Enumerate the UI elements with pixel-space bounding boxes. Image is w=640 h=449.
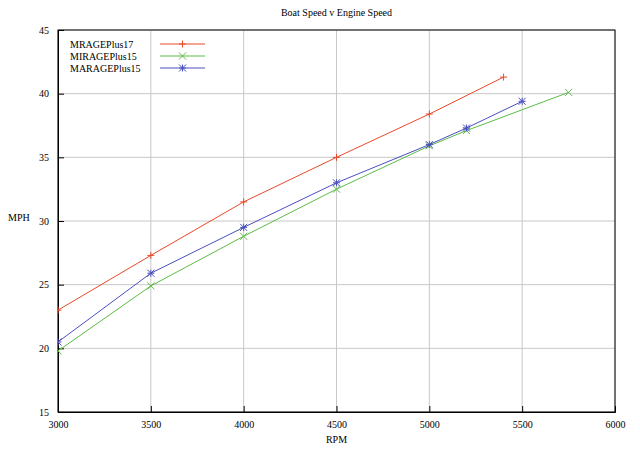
y-tick-label: 25	[39, 279, 49, 290]
series-marker	[240, 224, 247, 231]
plot-frame	[58, 30, 615, 412]
x-tick: 5500	[513, 406, 533, 430]
series	[58, 74, 507, 314]
x-tick-mark	[337, 406, 338, 412]
series-marker	[58, 307, 62, 314]
legend-entry: MRAGEPlus17	[70, 39, 205, 50]
series-marker	[58, 347, 62, 354]
x-tick-label: 6000	[606, 419, 626, 430]
series-line	[58, 92, 569, 350]
y-tick-label: 30	[39, 216, 49, 227]
series-marker	[240, 233, 247, 240]
chart: 3000 3500 4000 4500 5000 5500 6000 15 20 25 30 35 40…	[0, 0, 640, 449]
legend-entry: MIRAGEPlus15	[70, 51, 205, 62]
legend-entry: MARAGEPlus15	[70, 63, 205, 74]
plot-area: 3000 3500 4000 4500 5000 5500 6000 15 20 25 30 35 40…	[39, 25, 626, 430]
series-marker	[426, 141, 433, 148]
x-tick-label: 5500	[513, 419, 533, 430]
x-axis-title: RPM	[326, 434, 347, 445]
legend: MRAGEPlus17MIRAGEPlus15MARAGEPlus15	[70, 39, 205, 74]
series-marker	[519, 98, 526, 105]
y-axis: 15 20 25 30 35 40 45	[39, 25, 64, 418]
x-tick-label: 4500	[327, 419, 347, 430]
y-tick: 30	[39, 216, 64, 227]
y-tick-label: 20	[39, 343, 49, 354]
series-line	[58, 101, 522, 342]
y-tick: 25	[39, 279, 64, 290]
x-tick-mark	[151, 406, 152, 412]
y-tick-mark	[58, 285, 64, 286]
legend-label: MRAGEPlus17	[70, 39, 133, 50]
x-tick-label: 3500	[141, 419, 161, 430]
x-tick-label: 4000	[234, 419, 254, 430]
series-marker	[333, 179, 340, 186]
y-tick-mark	[58, 94, 64, 95]
y-tick-mark	[58, 157, 64, 158]
legend-label: MIRAGEPlus15	[70, 51, 137, 62]
series-marker	[240, 198, 247, 205]
series-marker	[463, 125, 470, 132]
series-marker	[147, 252, 154, 259]
series-marker	[147, 282, 154, 289]
x-tick: 4500	[327, 406, 347, 430]
y-grid-line	[58, 221, 615, 222]
data-layer	[58, 74, 572, 355]
legend-marker	[179, 41, 186, 48]
series-marker	[58, 338, 62, 345]
legend-marker	[179, 65, 186, 72]
series-marker	[426, 111, 433, 118]
series-marker	[333, 186, 340, 193]
x-tick-mark	[244, 406, 245, 412]
series	[58, 89, 572, 354]
y-tick-label: 40	[39, 88, 49, 99]
x-tick-mark	[522, 406, 523, 412]
y-axis-line	[59, 31, 65, 413]
y-grid-line	[58, 348, 615, 349]
x-tick-label: 3000	[49, 419, 69, 430]
x-tick-mark	[429, 406, 430, 412]
series-marker	[333, 154, 340, 161]
x-tick: 5000	[420, 406, 440, 430]
x-tick: 4000	[234, 406, 254, 430]
chart-title: Boat Speed v Engine Speed	[281, 7, 392, 18]
series-marker	[147, 270, 154, 277]
y-tick-label: 35	[39, 152, 49, 163]
y-tick-label: 45	[39, 25, 49, 36]
y-axis-title: MPH	[8, 212, 30, 223]
series-marker	[500, 74, 507, 81]
y-grid-line	[58, 284, 615, 285]
x-tick: 3500	[141, 406, 161, 430]
series-marker	[565, 89, 572, 96]
legend-marker	[179, 53, 186, 60]
legend-label: MARAGEPlus15	[70, 63, 141, 74]
y-tick-mark	[58, 221, 64, 222]
y-tick: 35	[39, 152, 64, 163]
series	[58, 98, 526, 346]
y-grid-line	[58, 93, 615, 94]
grid	[58, 30, 615, 412]
y-tick-label: 15	[39, 407, 49, 418]
y-tick: 40	[39, 88, 64, 99]
x-axis: 3000 3500 4000 4500 5000 5500 6000	[49, 406, 626, 430]
series-line	[58, 77, 504, 310]
x-tick-label: 5000	[420, 419, 440, 430]
